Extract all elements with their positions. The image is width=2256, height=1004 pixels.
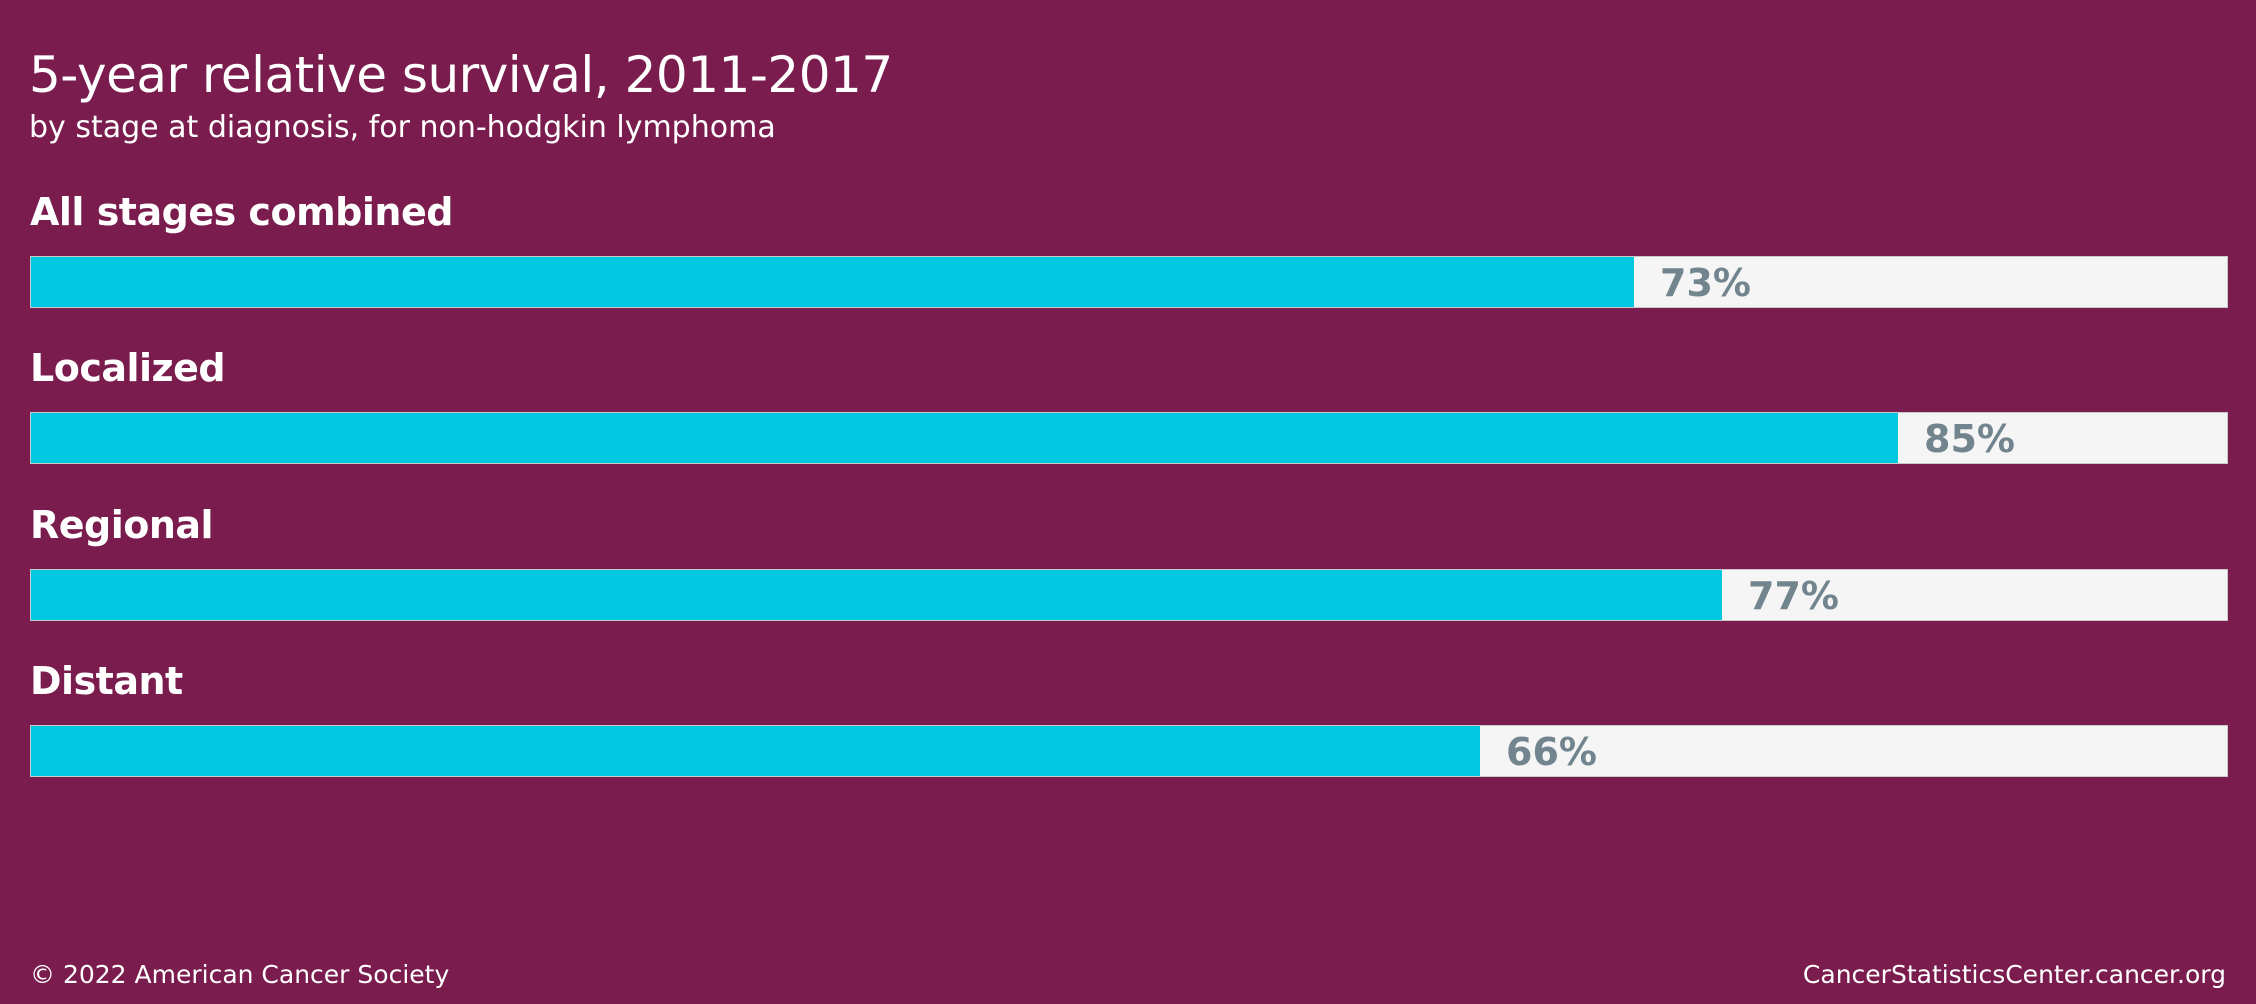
bar-track: 66%: [30, 725, 2228, 777]
bar-fill: [31, 257, 1634, 307]
bar-fill: [31, 413, 1898, 463]
bar-track: 77%: [30, 569, 2228, 621]
chart-title: 5-year relative survival, 2011-2017: [29, 46, 893, 104]
chart-subtitle: by stage at diagnosis, for non-hodgkin l…: [29, 110, 776, 145]
bar-track: 73%: [30, 256, 2228, 308]
stage-label: Localized: [30, 346, 226, 390]
bar-fill: [31, 726, 1480, 776]
website-link[interactable]: CancerStatisticsCenter.cancer.org: [1802, 960, 2226, 989]
stage-label: Regional: [30, 503, 214, 547]
bar-fill: [31, 570, 1722, 620]
copyright-text: © 2022 American Cancer Society: [30, 960, 450, 989]
value-label: 85%: [1924, 417, 2015, 461]
bar-track: 85%: [30, 412, 2228, 464]
stage-label: All stages combined: [30, 190, 453, 234]
stage-label: Distant: [30, 659, 183, 703]
value-label: 77%: [1748, 574, 1839, 618]
value-label: 66%: [1506, 730, 1597, 774]
value-label: 73%: [1660, 261, 1751, 305]
